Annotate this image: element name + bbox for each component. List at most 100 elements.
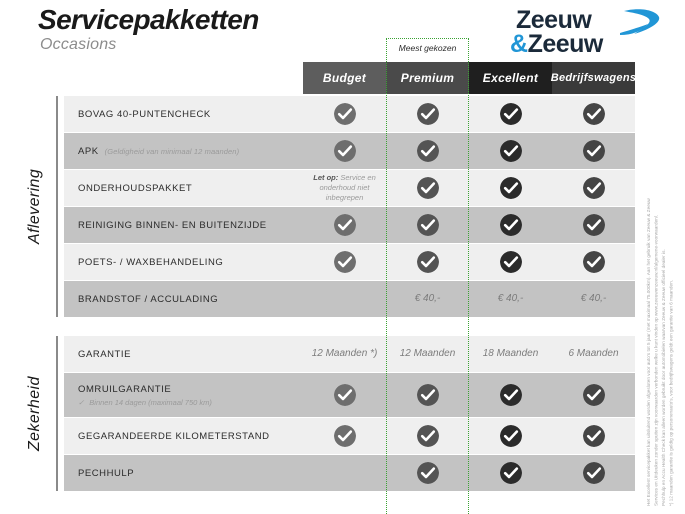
cell-bedrijfswagens: 6 Maanden <box>552 336 635 372</box>
row-label-text: POETS- / WAXBEHANDELING <box>78 256 224 268</box>
check-icon <box>499 425 522 447</box>
cell-excellent <box>469 244 552 280</box>
row-label-main: BOVAG 40-PUNTENCHECK <box>78 109 303 120</box>
column-header-bedrijfswagens[interactable]: Bedrijfswagens <box>550 62 637 94</box>
cell-bedrijfswagens <box>552 373 635 417</box>
row-label: GARANTIE <box>64 336 303 372</box>
cell-premium <box>386 170 469 206</box>
check-icon <box>582 214 605 236</box>
cell-premium <box>386 418 469 454</box>
row-label-subtext-value: Binnen 14 dagen (maximaal 750 km) <box>89 397 212 407</box>
row-label-text: BOVAG 40-PUNTENCHECK <box>78 108 211 120</box>
cell-bedrijfswagens: € 40,- <box>552 281 635 317</box>
cell-value: € 40,- <box>414 293 441 304</box>
row-label-text: GEGARANDEERDE KILOMETERSTAND <box>78 430 270 442</box>
logo-line-2-text: Zeeuw <box>527 30 604 58</box>
cell-budget <box>303 373 386 417</box>
fineprint-line-2: Services en Uitdeuken zonder spuiten zij… <box>653 214 659 506</box>
column-header-label: Excellent <box>482 71 539 85</box>
cell-note-text: Service en onderhoud niet inbegrepen <box>319 172 376 203</box>
cell-premium <box>386 373 469 417</box>
column-header-budget[interactable]: Budget <box>303 62 386 94</box>
cell-note-label: Let op: <box>313 172 339 182</box>
check-icon <box>416 384 439 406</box>
row-label: PECHHULP <box>64 455 303 491</box>
cell-excellent <box>469 133 552 169</box>
row-label-text: APK <box>78 145 99 157</box>
cell-budget <box>303 207 386 243</box>
logo-line-1: Zeeuw <box>516 6 592 34</box>
check-icon <box>499 103 522 125</box>
table-row: REINIGING BINNEN- EN BUITENZIJDE <box>64 207 635 243</box>
small-check-icon: ✓ <box>78 397 85 407</box>
cell-value: € 40,- <box>497 293 524 304</box>
row-label: BRANDSTOF / ACCULADING <box>64 281 303 317</box>
check-icon <box>582 103 605 125</box>
check-icon <box>333 425 356 447</box>
row-label-main: BRANDSTOF / ACCULADING <box>78 294 303 305</box>
column-header-label: Bedrijfswagens <box>550 72 637 84</box>
table-row: POETS- / WAXBEHANDELING <box>64 244 635 280</box>
check-icon <box>416 251 439 273</box>
section-rule <box>56 336 58 491</box>
row-label-main: APK (Geldigheid van minimaal 12 maanden) <box>78 146 303 157</box>
brand-logo: Zeeuw &Zeeuw <box>510 6 660 60</box>
check-icon <box>499 251 522 273</box>
swoosh-icon <box>620 9 660 35</box>
check-icon <box>582 177 605 199</box>
cell-premium <box>386 96 469 132</box>
table-row: PECHHULP <box>64 455 635 491</box>
most-chosen-label: Meest gekozen <box>398 43 457 53</box>
row-label: POETS- / WAXBEHANDELING <box>64 244 303 280</box>
cell-excellent <box>469 96 552 132</box>
cell-value: 6 Maanden <box>568 348 619 359</box>
cell-budget <box>303 96 386 132</box>
cell-excellent <box>469 373 552 417</box>
column-header-label: Budget <box>322 71 367 85</box>
check-icon <box>499 214 522 236</box>
cell-excellent: € 40,- <box>469 281 552 317</box>
row-label-main: PECHHULP <box>78 468 303 479</box>
row-label-note: (Geldigheid van minimaal 12 maanden) <box>104 146 240 156</box>
cell-budget: 12 Maanden *) <box>303 336 386 372</box>
cell-budget <box>303 244 386 280</box>
row-label-main: ONDERHOUDSPAKKET <box>78 183 303 194</box>
fineprint-block: Het Excellent servicepakket kan uitsluit… <box>645 88 685 506</box>
column-header-premium[interactable]: Premium <box>386 62 469 94</box>
row-label-main: REINIGING BINNEN- EN BUITENZIJDE <box>78 220 303 231</box>
column-header-excellent[interactable]: Excellent <box>469 62 552 94</box>
row-label-text: GARANTIE <box>78 348 131 360</box>
check-icon <box>499 462 522 484</box>
check-icon <box>416 177 439 199</box>
row-label: GEGARANDEERDE KILOMETERSTAND <box>64 418 303 454</box>
row-label-text: REINIGING BINNEN- EN BUITENZIJDE <box>78 219 267 231</box>
cell-premium: 12 Maanden <box>386 336 469 372</box>
row-label: ONDERHOUDSPAKKET <box>64 170 303 206</box>
cell-value: 12 Maanden *) <box>311 348 378 359</box>
cell-excellent <box>469 418 552 454</box>
row-label: BOVAG 40-PUNTENCHECK <box>64 96 303 132</box>
cell-value: € 40,- <box>580 293 607 304</box>
check-icon <box>333 103 356 125</box>
table-row: GEGARANDEERDE KILOMETERSTAND <box>64 418 635 454</box>
cell-excellent <box>469 207 552 243</box>
row-label-main: GEGARANDEERDE KILOMETERSTAND <box>78 431 303 442</box>
fineprint-line-4: *) 12 maanden garantie is geldig op pers… <box>668 279 674 506</box>
cell-budget <box>303 455 386 491</box>
check-icon <box>582 425 605 447</box>
check-icon <box>499 140 522 162</box>
row-label: OMRUILGARANTIE ✓ Binnen 14 dagen (maximaal… <box>64 373 303 417</box>
check-icon <box>416 103 439 125</box>
check-icon <box>582 251 605 273</box>
check-icon <box>416 462 439 484</box>
check-icon <box>416 214 439 236</box>
logo-ampersand: & <box>510 30 528 58</box>
row-label-subtext: ✓ Binnen 14 dagen (maximaal 750 km) <box>78 398 303 407</box>
column-header-label: Premium <box>400 71 455 85</box>
cell-excellent: 18 Maanden <box>469 336 552 372</box>
section-rule <box>56 96 58 317</box>
cell-budget: Let op: Service en onderhoud niet inbegr… <box>303 170 386 206</box>
check-icon <box>499 384 522 406</box>
cell-budget <box>303 133 386 169</box>
section-label-zekerheid: Zekerheid <box>26 376 43 451</box>
